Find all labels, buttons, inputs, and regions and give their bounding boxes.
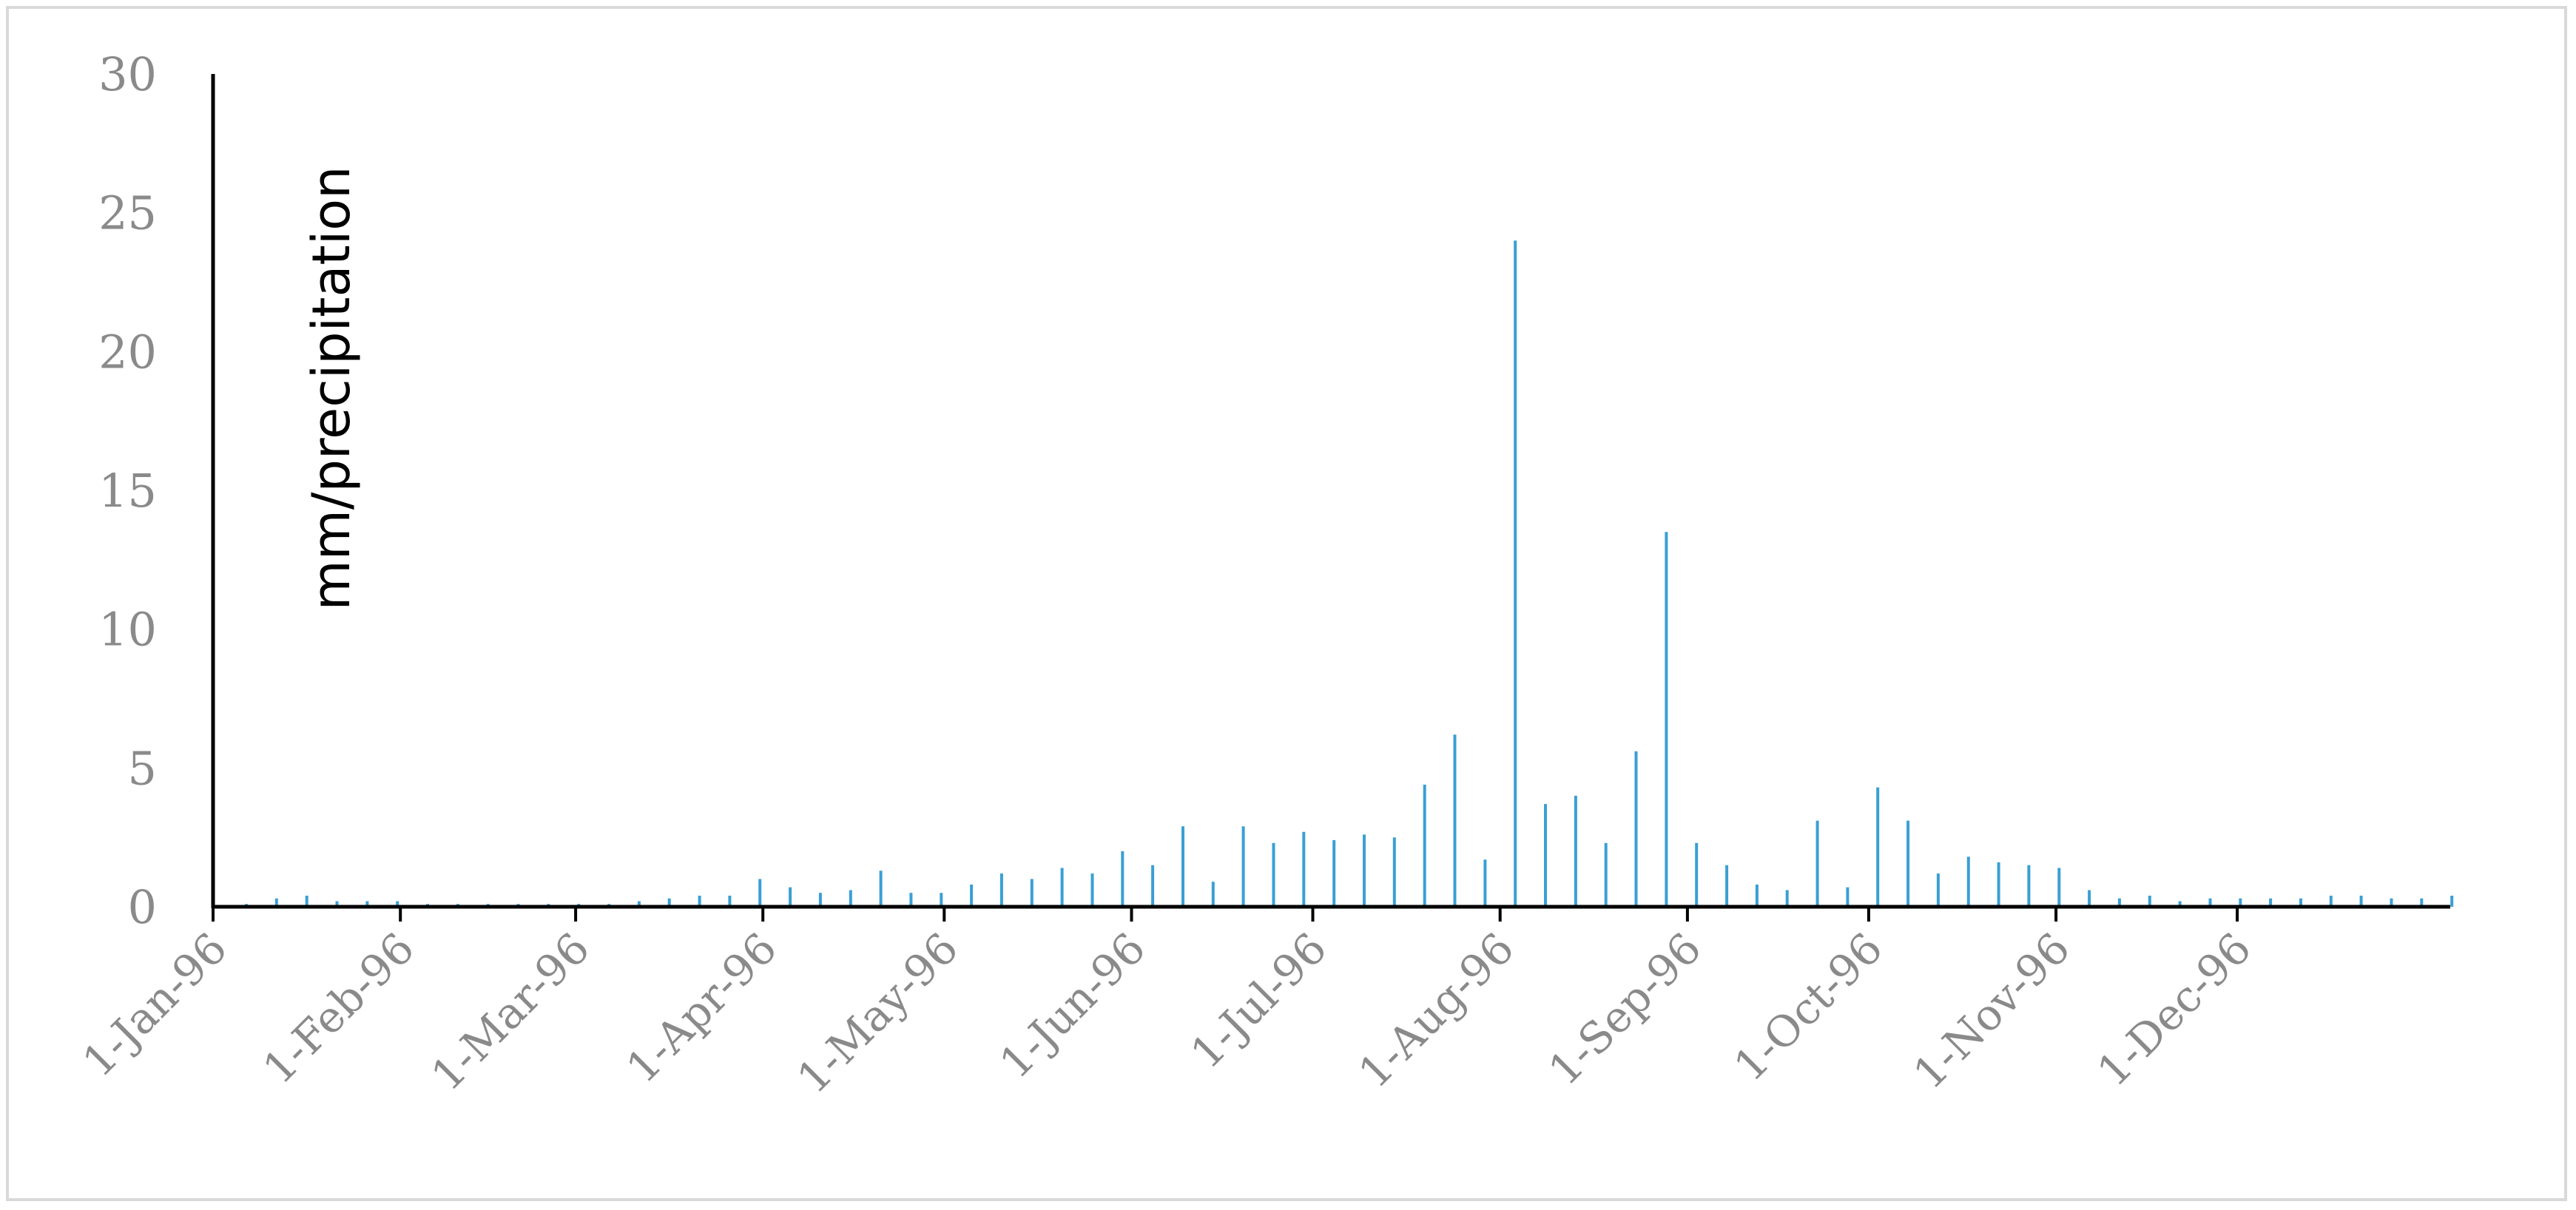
y-tick-label: 20 — [98, 325, 157, 379]
x-tick-label: 1-Nov-96 — [1904, 923, 2080, 1099]
y-tick-label: 25 — [98, 186, 157, 240]
x-tick-label: 1-Jun-96 — [990, 923, 1155, 1088]
x-tick-label: 1-Oct-96 — [1724, 923, 1892, 1091]
y-axis-title: mm/precipitation — [301, 166, 362, 611]
x-tick-label: 1-Apr-96 — [617, 923, 787, 1093]
y-axis-ticks: 0 5 10 15 20 25 30 — [98, 47, 157, 934]
y-tick-label: 0 — [128, 880, 157, 934]
y-tick-label: 15 — [98, 464, 157, 518]
x-tick-label: 1-Sep-96 — [1539, 923, 1711, 1095]
x-tick-label: 1-Aug-96 — [1349, 923, 1523, 1098]
bar-series — [245, 240, 2454, 907]
x-tick-label: 1-Feb-96 — [253, 923, 424, 1094]
x-tick-label: 1-Mar-96 — [422, 923, 599, 1101]
x-axis-ticks: 1-Jan-96 1-Feb-961-Mar-96 1-Apr-96 1-May-96… — [73, 907, 2261, 1103]
chart-frame — [6, 6, 2567, 1201]
x-tick-label: 1-Dec-96 — [2088, 923, 2261, 1096]
y-tick-label: 30 — [98, 47, 157, 101]
x-tick-label: 1-May-96 — [788, 923, 968, 1103]
y-tick-label: 5 — [128, 741, 157, 795]
y-tick-label: 10 — [98, 603, 157, 657]
x-tick-label: 1-Jan-96 — [73, 923, 237, 1086]
x-tick-label: 1-Jul-96 — [1181, 923, 1336, 1078]
